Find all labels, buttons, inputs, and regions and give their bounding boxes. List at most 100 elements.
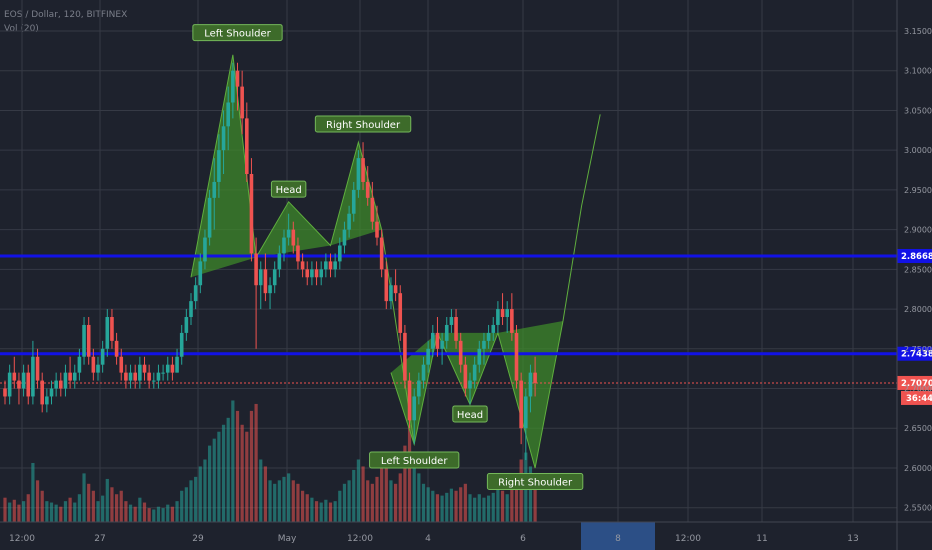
volume-bar [384,459,388,522]
candle-body [254,253,258,286]
candle-body [124,372,128,381]
candle-body [286,229,291,238]
volume-bar [68,497,72,522]
candle-body [458,340,463,365]
volume-bar [208,445,212,522]
candle-body [86,324,91,357]
volume-bar [528,466,533,522]
candle-body [533,372,537,383]
candle-body [268,285,272,294]
countdown-tag [901,390,932,405]
volume-bar [407,424,412,522]
volume-bar [468,494,472,522]
candle-body [72,372,77,381]
candle-body [96,364,100,373]
volume-bar [194,476,198,522]
volume-bar [8,502,12,522]
volume-bar [35,480,40,522]
candle-body [310,269,314,278]
candle-body [68,372,72,381]
volume-bar [96,501,100,522]
candle-body [491,324,496,333]
candle-body [12,372,17,381]
volume-bar [417,473,421,522]
candle-body [231,70,235,103]
volume-bar [184,487,188,522]
volume-bar [138,497,142,522]
candle-body [500,309,505,318]
candle-body [198,261,203,286]
y-tick-label: 2.7500 [904,345,932,354]
volume-bar [328,502,333,522]
volume-bar [249,410,254,522]
volume-bar [380,466,384,522]
y-tick-label: 2.6000 [904,464,932,473]
volume-bar [394,483,398,522]
volume-bar [45,501,49,522]
support-price-label: 2.7438 [901,350,932,360]
volume-bar [487,495,491,522]
y-tick-label: 2.9500 [904,186,932,195]
candle-body [477,348,482,365]
candle-body [407,380,412,421]
volume-bar [147,508,151,522]
annotation-label: Right Shoulder [486,472,584,490]
volume-bar [473,497,477,522]
candle-body [347,213,351,230]
x-tick-label: May [278,534,297,544]
candle-body [133,372,137,381]
candle-body [45,396,49,405]
candle-body [444,324,449,341]
volume-bar [314,501,319,522]
candle-body [426,348,430,365]
candle-body [496,309,500,325]
volume-bar [356,459,360,522]
candle-body [156,372,161,381]
volume-bar [54,504,58,522]
volume-bar [482,497,486,522]
volume-bar [477,494,481,522]
candle-body [7,372,12,397]
volume-bar [431,490,435,522]
volume-bar [273,483,277,522]
grid [0,0,897,522]
candle-body [324,261,328,270]
candle-body [463,364,468,389]
volume-bar [235,410,240,522]
volume-bar [277,480,281,522]
annotation-text: Head [276,185,302,196]
volume-bar [496,487,500,522]
y-tick-label: 2.9000 [904,226,932,235]
volume-bar [110,487,114,522]
volume-bar [170,506,174,522]
candle-body [217,150,221,182]
pattern-top-head-and-shoulders-outline [190,54,383,278]
candle-body [31,356,35,397]
volume-bar [77,494,81,522]
volume-bar [26,494,30,522]
support-price-tag [897,346,932,361]
volume-bar [296,483,300,522]
annotation-label: Left Shoulder [369,451,460,469]
annotation-box [192,24,283,42]
candle-body [193,285,198,302]
volume-bar [291,480,295,522]
candle-body [468,380,472,389]
annotation-text: Right Shoulder [498,477,573,488]
volume-bar [180,490,184,522]
volume-bar [287,473,291,522]
volume-bar [305,494,309,522]
annotation-box [452,405,488,423]
candle-body [305,269,310,278]
volume-bar [338,490,342,522]
volume-bar [398,473,402,522]
pattern-bottom-inverse-head-and-shoulders-segment [437,332,498,405]
volume-bar [91,490,95,522]
volume-bar [333,501,337,522]
candle-body [338,245,342,262]
candle-body [505,309,509,318]
volume-bar [133,506,137,522]
annotation-text: Head [457,410,483,421]
x-tick-label: 6 [520,534,526,544]
